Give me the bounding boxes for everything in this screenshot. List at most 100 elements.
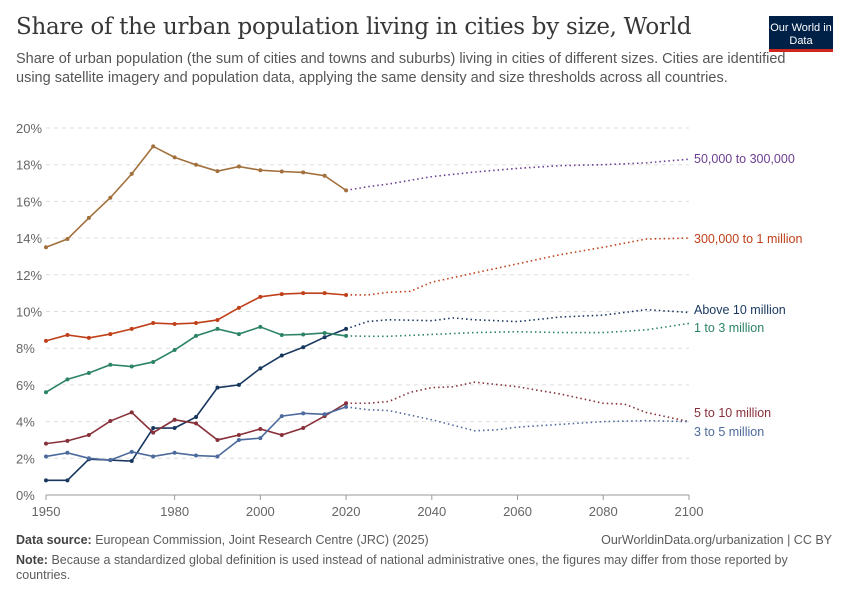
data-point: [301, 426, 306, 431]
data-point: [322, 412, 327, 417]
data-point: [236, 164, 241, 169]
data-point: [172, 426, 177, 431]
data-point: [108, 195, 113, 200]
data-point: [322, 335, 327, 340]
data-point: [44, 338, 48, 343]
data-point: [258, 168, 263, 173]
data-point: [344, 326, 349, 331]
series-label: 300,000 to 1 million: [694, 232, 802, 246]
projection-line: [346, 322, 690, 338]
data-point: [215, 437, 220, 442]
data-point: [65, 332, 70, 337]
source-label: Data source:: [16, 533, 92, 547]
data-point: [44, 245, 48, 250]
data-point: [151, 430, 156, 435]
data-point: [172, 450, 177, 455]
data-point: [194, 333, 199, 338]
data-point: [258, 294, 263, 299]
x-tick-label: 2080: [589, 504, 618, 519]
data-point: [129, 171, 134, 176]
data-point: [301, 411, 306, 416]
data-source: Data source: European Commission, Joint …: [16, 533, 429, 547]
data-point: [301, 291, 306, 296]
data-point: [344, 401, 349, 406]
series-label: 5 to 10 million: [694, 406, 771, 420]
data-point: [108, 458, 113, 463]
y-tick-label: 12%: [16, 268, 42, 283]
y-tick-label: 14%: [16, 231, 42, 246]
data-point: [65, 450, 70, 455]
data-point: [215, 317, 220, 322]
x-tick-label: 1980: [160, 504, 189, 519]
data-point: [194, 321, 199, 326]
data-point: [108, 419, 113, 424]
data-point: [215, 454, 220, 459]
data-point: [236, 305, 241, 310]
data-point: [44, 390, 48, 395]
data-point: [344, 333, 349, 338]
data-point: [215, 385, 220, 390]
data-point: [172, 417, 177, 422]
x-tick-label: 2040: [417, 504, 446, 519]
data-point: [344, 292, 349, 297]
data-point: [129, 326, 134, 331]
data-point: [44, 454, 48, 459]
source-url[interactable]: OurWorldinData.org/urbanization | CC BY: [601, 533, 832, 547]
data-point: [86, 335, 91, 340]
x-tick-label: 2000: [246, 504, 275, 519]
series-line: [46, 328, 347, 482]
series-line: [45, 145, 347, 249]
projection-line: [345, 158, 690, 192]
data-point: [86, 215, 91, 220]
y-tick-label: 16%: [16, 194, 42, 209]
data-point: [108, 362, 113, 367]
x-tick-label: 2100: [675, 504, 704, 519]
data-point: [279, 414, 284, 419]
data-point: [301, 332, 306, 337]
data-point: [65, 478, 70, 483]
data-point: [236, 332, 241, 337]
data-point: [194, 453, 199, 458]
projection-line: [345, 308, 690, 330]
data-point: [194, 421, 199, 426]
note: Note: Because a standardized global defi…: [16, 553, 816, 583]
data-point: [194, 162, 199, 167]
y-tick-label: 20%: [16, 121, 42, 136]
data-point: [151, 321, 156, 326]
data-point: [151, 359, 156, 364]
data-point: [215, 169, 220, 174]
data-point: [236, 437, 241, 442]
data-point: [322, 291, 327, 296]
data-point: [258, 426, 263, 431]
series-label: 3 to 5 million: [694, 425, 764, 439]
data-point: [65, 237, 70, 242]
data-point: [86, 432, 91, 437]
data-point: [194, 415, 199, 420]
data-point: [172, 348, 177, 353]
series-label: 1 to 3 million: [694, 321, 764, 335]
data-point: [65, 377, 70, 382]
data-point: [279, 169, 284, 174]
data-point: [172, 155, 177, 160]
data-point: [279, 353, 284, 358]
data-point: [279, 432, 284, 437]
data-point: [129, 459, 134, 464]
data-point: [301, 345, 306, 350]
data-point: [108, 332, 113, 337]
data-point: [279, 332, 284, 337]
data-point: [172, 321, 177, 326]
x-tick-label: 2020: [332, 504, 361, 519]
y-tick-label: 0%: [16, 488, 35, 503]
note-label: Note:: [16, 553, 48, 567]
data-point: [129, 410, 134, 415]
data-point: [215, 326, 220, 331]
y-tick-label: 10%: [16, 305, 42, 320]
data-point: [258, 436, 263, 441]
data-point: [344, 404, 349, 409]
data-point: [65, 438, 70, 443]
data-point: [258, 366, 263, 371]
series-label: Above 10 million: [694, 303, 786, 317]
projection-line: [346, 237, 690, 296]
owid-logo[interactable]: Our World in Data: [769, 16, 833, 52]
